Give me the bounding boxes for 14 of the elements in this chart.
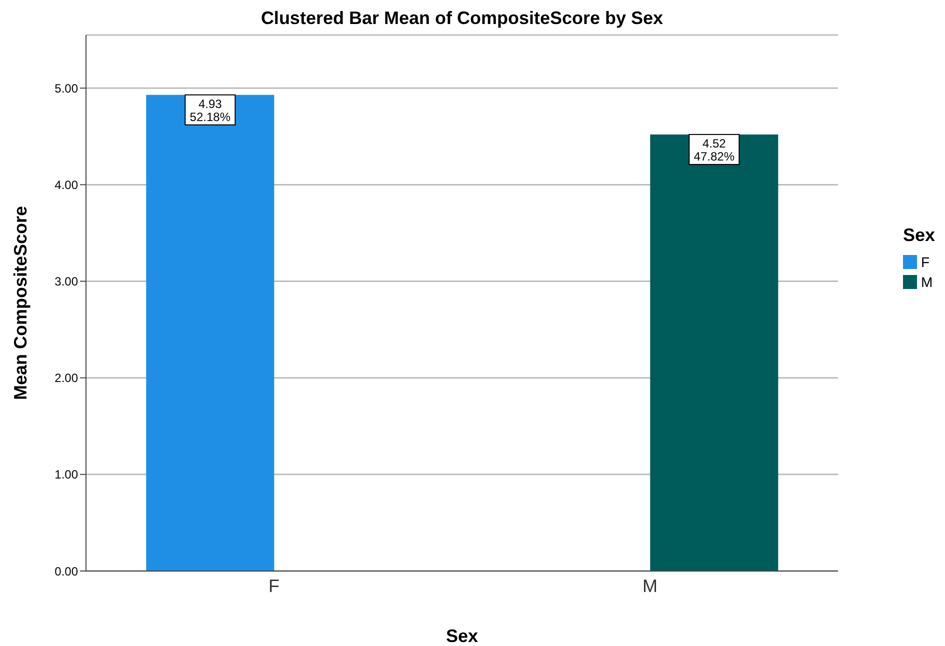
y-tick-label: 4.00 <box>54 178 78 192</box>
y-tick-label: 3.00 <box>54 274 78 289</box>
data-label: 4.52 47.82% <box>694 136 735 164</box>
y-tick-label: 1.00 <box>54 468 78 482</box>
y-axis-title: Mean CompositeScore <box>10 206 30 400</box>
chart-title: Clustered Bar Mean of CompositeScore by Sex <box>260 8 664 28</box>
y-tick-label: 0.00 <box>54 564 78 578</box>
legend-label: F <box>921 254 930 270</box>
legend-title: Sex <box>903 225 936 246</box>
legend-label: M <box>921 274 933 290</box>
y-tick-label: 5.00 <box>54 81 78 96</box>
data-label: 4.93 52.18% <box>190 96 231 124</box>
x-axis-title: Sex <box>446 626 478 646</box>
y-tick-label: 2.00 <box>54 371 78 386</box>
